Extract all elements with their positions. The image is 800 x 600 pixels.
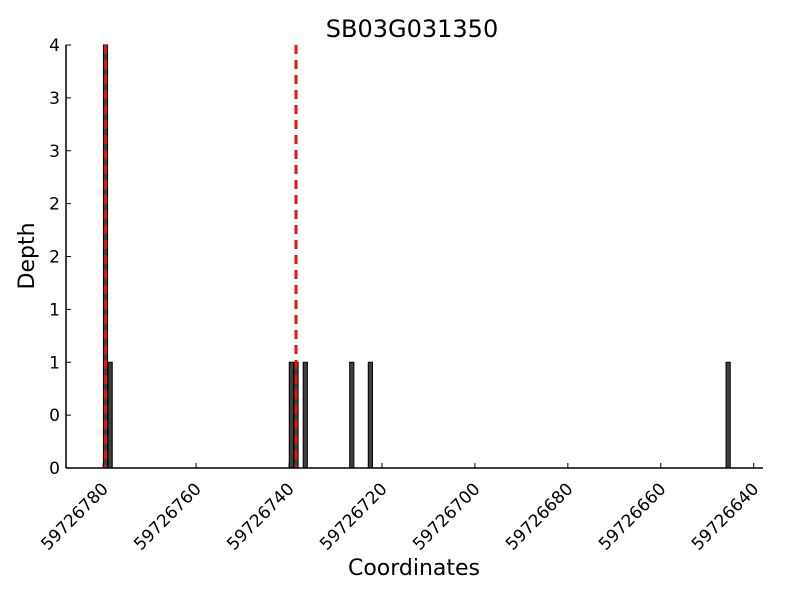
y-axis-label: Depth: [15, 222, 40, 289]
chart-title: SB03G031350: [326, 15, 498, 43]
y-tick-label-2: 1: [49, 353, 60, 373]
x-tick-label-0: 59726780: [37, 479, 112, 554]
bar-5: [349, 361, 355, 469]
y-tick-label-4: 2: [49, 248, 60, 268]
x-tick-label-2: 59726740: [223, 479, 298, 554]
y-tick-label-1: 0: [49, 406, 60, 426]
y-tick-label-5: 2: [49, 195, 60, 215]
bar-1: [107, 361, 113, 469]
x-tick-label-3: 59726720: [316, 479, 391, 554]
y-tick-label-3: 1: [49, 300, 60, 320]
bar-4: [302, 361, 308, 469]
y-tick-label-0: 0: [49, 459, 60, 479]
x-tick-label-6: 59726660: [595, 479, 670, 554]
x-tick-label-4: 59726700: [409, 479, 484, 554]
y-tick-label-8: 4: [49, 36, 60, 56]
bar-7: [725, 361, 731, 469]
plot-area: 0 0 1 1 2 2 3 3 4 59726780 59726760 59726740 5972672…: [37, 36, 763, 555]
bar-6: [367, 361, 373, 469]
x-axis-label: Coordinates: [348, 556, 480, 581]
x-tick-label-5: 59726680: [502, 479, 577, 554]
x-tick-label-1: 59726760: [130, 479, 205, 554]
x-tick-label-7: 59726640: [688, 479, 763, 554]
y-tick-label-7: 3: [49, 89, 60, 109]
y-tick-label-6: 3: [49, 142, 60, 162]
bar-2: [288, 361, 294, 469]
